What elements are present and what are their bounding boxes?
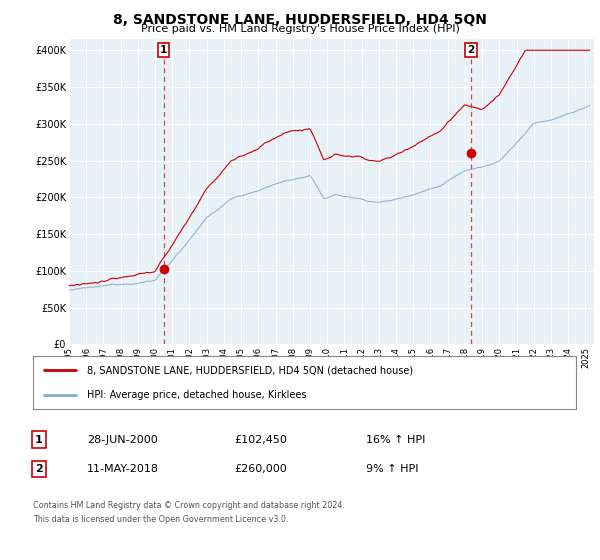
Text: 8, SANDSTONE LANE, HUDDERSFIELD, HD4 5QN (detached house): 8, SANDSTONE LANE, HUDDERSFIELD, HD4 5QN… bbox=[88, 366, 413, 376]
Text: £260,000: £260,000 bbox=[234, 464, 287, 474]
Text: 1: 1 bbox=[35, 435, 43, 445]
Text: £102,450: £102,450 bbox=[234, 435, 287, 445]
Text: 28-JUN-2000: 28-JUN-2000 bbox=[87, 435, 158, 445]
Text: 9% ↑ HPI: 9% ↑ HPI bbox=[366, 464, 419, 474]
Text: 8, SANDSTONE LANE, HUDDERSFIELD, HD4 5QN: 8, SANDSTONE LANE, HUDDERSFIELD, HD4 5QN bbox=[113, 13, 487, 27]
Text: 2: 2 bbox=[35, 464, 43, 474]
Text: 11-MAY-2018: 11-MAY-2018 bbox=[87, 464, 159, 474]
Text: 16% ↑ HPI: 16% ↑ HPI bbox=[366, 435, 425, 445]
Text: Price paid vs. HM Land Registry's House Price Index (HPI): Price paid vs. HM Land Registry's House … bbox=[140, 24, 460, 34]
Text: 1: 1 bbox=[160, 45, 167, 55]
Text: Contains HM Land Registry data © Crown copyright and database right 2024.: Contains HM Land Registry data © Crown c… bbox=[33, 501, 345, 510]
Text: 2: 2 bbox=[467, 45, 475, 55]
Text: HPI: Average price, detached house, Kirklees: HPI: Average price, detached house, Kirk… bbox=[88, 390, 307, 400]
Text: This data is licensed under the Open Government Licence v3.0.: This data is licensed under the Open Gov… bbox=[33, 515, 289, 524]
